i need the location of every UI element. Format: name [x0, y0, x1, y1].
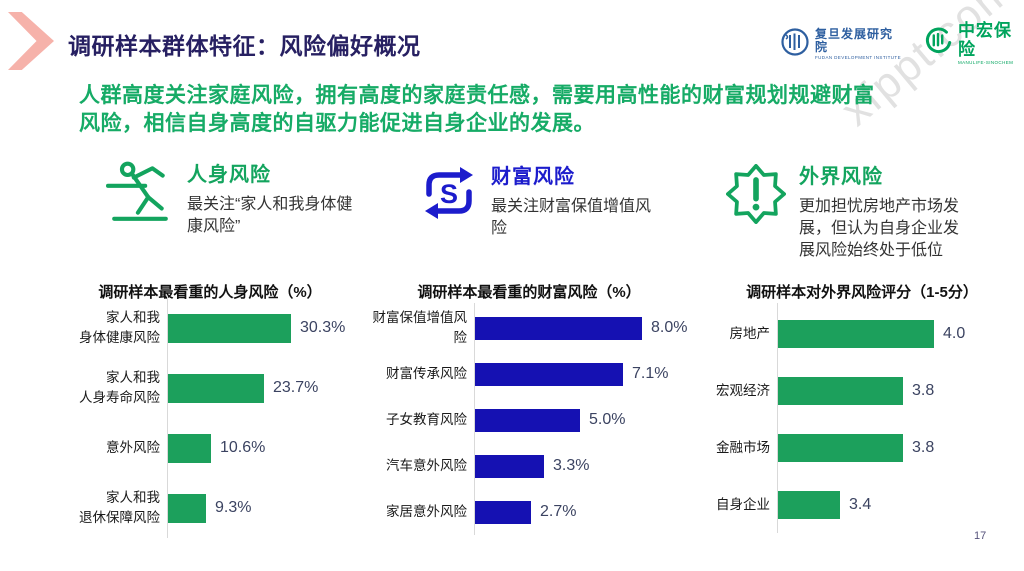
page-number: 17: [974, 530, 987, 542]
y-axis-line: [474, 303, 475, 535]
category-label: 家人和我 身体健康风险: [79, 310, 160, 345]
section-title-personal-risk: 人身风险: [187, 164, 271, 186]
value-label: 3.8: [912, 381, 935, 399]
summary-paragraph: 人群高度关注家庭风险，拥有高度的家庭责任感，需要用高性能的财富规划规避财富 风险…: [79, 82, 875, 138]
bar-row: 宏观经济 3.8: [700, 362, 1024, 419]
chart-title: 调研样本最看重的财富风险（%）: [417, 284, 641, 301]
bar-row: 家人和我 退休保障风险 9.3%: [60, 478, 360, 538]
manulife-emblem-icon: [923, 27, 953, 62]
personal-risk-chart: 调研样本最看重的人身风险（%） 家人和我 身体健康风险 30.3% 家人和我 人身寿…: [60, 281, 360, 549]
bar: [778, 433, 903, 462]
svg-text:S: S: [440, 179, 458, 209]
summary-line-1: 人群高度关注家庭风险，拥有高度的家庭责任感，需要用高性能的财富规划规避财富: [79, 84, 875, 107]
bar: [778, 319, 934, 348]
bar: [168, 493, 206, 523]
bar-row: 家居意外风险 2.7%: [363, 489, 695, 535]
value-label: 8.0%: [651, 319, 688, 336]
chart-title: 调研样本对外界风险评分（1-5分）: [746, 284, 978, 301]
page-title: 调研样本群体特征：风险偏好概况: [68, 33, 421, 59]
section-title-external-risk: 外界风险: [799, 166, 883, 188]
category-label: 宏观经济: [716, 382, 770, 398]
value-label: 7.1%: [632, 365, 669, 382]
bar-row: 汽车意外风险 3.3%: [363, 443, 695, 489]
chart-plot-area: 财富保值增值风险 8.0% 财富传承风险 7.1% 子女教育风险 5.0% 汽车意外风险 3.…: [363, 281, 695, 549]
chart-plot-area: 家人和我 身体健康风险 30.3% 家人和我 人身寿命风险 23.7% 意外风险 10.6…: [60, 281, 360, 549]
section-wealth-risk: S 财富风险 最关注财富保值增值风险: [420, 160, 661, 240]
bar: [778, 490, 840, 519]
falling-person-icon: [106, 158, 174, 238]
bar: [475, 362, 623, 386]
fudan-emblem-icon: [780, 27, 810, 62]
category-label: 财富传承风险: [386, 366, 467, 382]
bar-row: 家人和我 身体健康风险 30.3%: [60, 298, 360, 358]
alert-badge-icon: [726, 164, 786, 262]
chart-title: 调研样本最看重的人身风险（%）: [98, 284, 322, 301]
bar: [778, 376, 903, 405]
value-label: 2.7%: [540, 503, 577, 520]
bar: [168, 373, 264, 403]
value-label: 23.7%: [273, 379, 319, 396]
category-label: 自身企业: [716, 496, 770, 512]
manulife-logo-subtext: MANULIFE-SINOCHEM: [957, 60, 1014, 66]
value-label: 3.4: [849, 495, 872, 513]
chart-plot-area: 房地产 4.0 宏观经济 3.8 金融市场 3.8 自身企业 3.4: [700, 281, 1024, 549]
y-axis-line: [167, 296, 168, 538]
value-label: 9.3%: [215, 499, 252, 516]
bar: [168, 433, 211, 463]
category-label: 家居意外风险: [386, 504, 467, 520]
bar: [475, 500, 531, 524]
value-label: 10.6%: [220, 439, 266, 456]
bar-row: 财富传承风险 7.1%: [363, 351, 695, 397]
section-title-wealth-risk: 财富风险: [491, 166, 575, 188]
section-desc-external-risk: 更加担忧房地产市场发展，但认为自身企业发展风险始终处于低位: [799, 198, 960, 259]
money-cycle-icon: S: [420, 164, 478, 240]
manulife-sinochem-logo: 中宏保险 MANULIFE-SINOCHEM: [923, 21, 1024, 66]
bar: [475, 408, 580, 432]
category-label: 家人和我 人身寿命风险: [79, 370, 160, 405]
section-personal-risk: 人身风险 最关注“家人和我身体健康风险”: [106, 158, 357, 238]
section-desc-personal-risk: 最关注“家人和我身体健康风险”: [187, 196, 353, 235]
bar-row: 自身企业 3.4: [700, 476, 1024, 533]
bar-row: 子女教育风险 5.0%: [363, 397, 695, 443]
bar-row: 金融市场 3.8: [700, 419, 1024, 476]
category-label: 金融市场: [716, 439, 770, 455]
value-label: 30.3%: [300, 319, 346, 336]
bar-row: 财富保值增值风险 8.0%: [363, 305, 695, 351]
bar: [475, 316, 642, 340]
bar-row: 家人和我 人身寿命风险 23.7%: [60, 358, 360, 418]
category-label: 意外风险: [106, 440, 160, 456]
fudan-logo-subtext: FUDAN DEVELOPMENT INSTITUTE: [815, 54, 901, 60]
value-label: 4.0: [943, 324, 966, 342]
external-risk-chart: 调研样本对外界风险评分（1-5分） 房地产 4.0 宏观经济 3.8 金融市场 3.8 自身…: [700, 281, 1024, 549]
fudan-logo-text: 复旦发展研究院: [815, 26, 894, 54]
category-label: 房地产: [729, 325, 771, 341]
bar-row: 意外风险 10.6%: [60, 418, 360, 478]
category-label: 家人和我 退休保障风险: [79, 490, 160, 525]
bar: [475, 454, 544, 478]
category-label: 汽车意外风险: [386, 458, 467, 474]
wealth-risk-chart: 调研样本最看重的财富风险（%） 财富保值增值风险 8.0% 财富传承风险 7.1% 子女…: [363, 281, 695, 549]
value-label: 3.8: [912, 438, 935, 456]
bar: [168, 313, 291, 343]
chevron-decoration: [8, 12, 54, 70]
section-external-risk: 外界风险 更加担忧房地产市场发展，但认为自身企业发展风险始终处于低位: [726, 160, 969, 262]
manulife-logo-text: 中宏保险: [957, 21, 1012, 59]
category-label: 财富保值增值风险: [372, 310, 468, 345]
category-label: 子女教育风险: [386, 412, 467, 428]
value-label: 3.3%: [553, 457, 590, 474]
bar-row: 房地产 4.0: [700, 305, 1024, 362]
summary-line-2: 风险，相信自身高度的自驱力能促进自身企业的发展。: [79, 112, 595, 135]
header-logos: 复旦发展研究院 FUDAN DEVELOPMENT INSTITUTE 中宏保险…: [780, 21, 1024, 66]
fudan-logo: 复旦发展研究院 FUDAN DEVELOPMENT INSTITUTE: [780, 22, 901, 66]
section-desc-wealth-risk: 最关注财富保值增值风险: [491, 198, 652, 237]
value-label: 5.0%: [589, 411, 626, 428]
y-axis-line: [777, 303, 778, 533]
